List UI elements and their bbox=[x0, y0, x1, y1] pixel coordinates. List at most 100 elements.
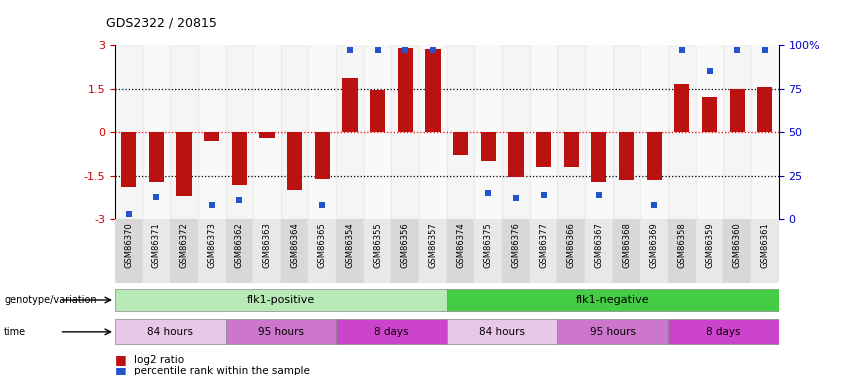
Bar bbox=[529, 219, 557, 283]
Bar bbox=[585, 219, 613, 283]
Bar bbox=[419, 219, 447, 283]
Text: GSM86363: GSM86363 bbox=[262, 223, 271, 268]
Bar bbox=[315, 132, 330, 179]
Bar bbox=[641, 219, 668, 283]
Text: GSM86355: GSM86355 bbox=[373, 223, 382, 268]
Bar bbox=[197, 45, 226, 219]
Text: 8 days: 8 days bbox=[374, 327, 408, 337]
Bar bbox=[529, 45, 557, 219]
Bar bbox=[668, 219, 696, 283]
Bar bbox=[254, 219, 281, 283]
Bar bbox=[447, 219, 475, 283]
Bar bbox=[641, 45, 668, 219]
Text: GSM86372: GSM86372 bbox=[180, 223, 189, 268]
Bar bbox=[226, 45, 254, 219]
Bar bbox=[668, 319, 779, 345]
Bar bbox=[481, 132, 496, 161]
Text: GSM86357: GSM86357 bbox=[428, 223, 437, 268]
Bar bbox=[668, 45, 696, 219]
Bar bbox=[557, 219, 585, 283]
Bar bbox=[281, 219, 309, 283]
Bar bbox=[475, 45, 502, 219]
Bar bbox=[647, 132, 662, 180]
Text: GSM86374: GSM86374 bbox=[456, 223, 465, 268]
Bar bbox=[115, 289, 447, 311]
Bar bbox=[613, 219, 641, 283]
Bar bbox=[426, 50, 441, 132]
Text: GSM86359: GSM86359 bbox=[705, 223, 714, 268]
Text: genotype/variation: genotype/variation bbox=[4, 295, 97, 305]
Text: 95 hours: 95 hours bbox=[258, 327, 304, 337]
Bar bbox=[619, 132, 634, 180]
Bar bbox=[391, 45, 420, 219]
Bar bbox=[287, 132, 302, 190]
Text: GSM86356: GSM86356 bbox=[401, 223, 410, 268]
Bar bbox=[226, 319, 336, 345]
Bar bbox=[508, 132, 523, 177]
Bar bbox=[115, 45, 143, 219]
Bar bbox=[121, 132, 136, 188]
Bar bbox=[170, 45, 197, 219]
Text: time: time bbox=[4, 327, 26, 337]
Text: GSM86373: GSM86373 bbox=[207, 223, 216, 268]
Bar bbox=[475, 219, 502, 283]
Text: GSM86377: GSM86377 bbox=[539, 223, 548, 268]
Bar bbox=[176, 132, 191, 196]
Bar bbox=[391, 219, 420, 283]
Text: GDS2322 / 20815: GDS2322 / 20815 bbox=[106, 17, 217, 30]
Text: GSM86360: GSM86360 bbox=[733, 223, 742, 268]
Bar bbox=[197, 219, 226, 283]
Text: percentile rank within the sample: percentile rank within the sample bbox=[134, 366, 310, 375]
Bar bbox=[447, 45, 475, 219]
Text: 84 hours: 84 hours bbox=[479, 327, 525, 337]
Bar bbox=[447, 289, 779, 311]
Bar bbox=[308, 45, 336, 219]
Bar bbox=[364, 45, 391, 219]
Text: GSM86370: GSM86370 bbox=[124, 223, 134, 268]
Bar bbox=[502, 45, 529, 219]
Bar bbox=[115, 219, 143, 283]
Bar bbox=[591, 132, 607, 182]
Bar bbox=[696, 219, 723, 283]
Bar bbox=[281, 45, 309, 219]
Text: flk1-negative: flk1-negative bbox=[576, 295, 649, 305]
Bar bbox=[729, 88, 745, 132]
Text: log2 ratio: log2 ratio bbox=[134, 355, 184, 365]
Bar bbox=[115, 319, 226, 345]
Bar bbox=[723, 219, 751, 283]
Bar bbox=[757, 87, 773, 132]
Bar bbox=[447, 319, 557, 345]
Bar bbox=[260, 132, 275, 138]
Text: GSM86364: GSM86364 bbox=[290, 223, 300, 268]
Text: ■: ■ bbox=[115, 354, 127, 366]
Bar bbox=[563, 132, 579, 167]
Bar bbox=[364, 219, 391, 283]
Bar bbox=[751, 45, 779, 219]
Text: GSM86365: GSM86365 bbox=[317, 223, 327, 268]
Bar bbox=[143, 219, 170, 283]
Bar bbox=[723, 45, 751, 219]
Text: GSM86369: GSM86369 bbox=[649, 223, 659, 268]
Bar bbox=[751, 219, 779, 283]
Bar bbox=[674, 84, 689, 132]
Bar bbox=[342, 78, 357, 132]
Text: GSM86368: GSM86368 bbox=[622, 223, 631, 268]
Text: GSM86371: GSM86371 bbox=[151, 223, 161, 268]
Bar bbox=[696, 45, 723, 219]
Bar bbox=[336, 45, 364, 219]
Text: ■: ■ bbox=[115, 365, 127, 375]
Text: GSM86366: GSM86366 bbox=[567, 223, 576, 268]
Bar bbox=[702, 98, 717, 132]
Bar bbox=[170, 219, 197, 283]
Bar bbox=[226, 219, 254, 283]
Text: GSM86358: GSM86358 bbox=[677, 223, 687, 268]
Bar bbox=[149, 132, 164, 182]
Text: 8 days: 8 days bbox=[706, 327, 740, 337]
Text: GSM86376: GSM86376 bbox=[511, 223, 521, 268]
Bar bbox=[204, 132, 220, 141]
Bar bbox=[231, 132, 247, 184]
Bar bbox=[336, 219, 364, 283]
Bar bbox=[613, 45, 641, 219]
Bar bbox=[453, 132, 468, 156]
Bar bbox=[419, 45, 447, 219]
